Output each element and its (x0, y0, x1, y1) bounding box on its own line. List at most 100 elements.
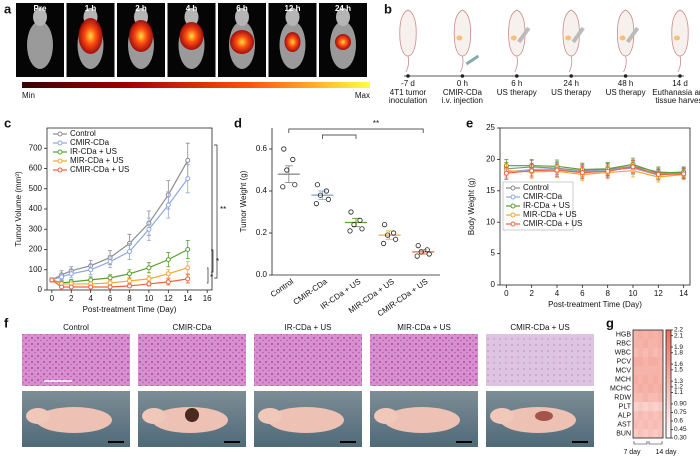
heat-cell (638, 330, 644, 340)
colorbar-max: Max (355, 91, 370, 100)
y-axis-label: Tumor Volume (mm³) (14, 171, 23, 247)
data-point (380, 240, 387, 247)
heat-cell (638, 348, 644, 358)
group-label: IR-CDa + US (285, 323, 332, 332)
legend-marker (57, 158, 63, 164)
mouse-body (671, 9, 689, 57)
colorbar-tick-label: 1.5 (674, 367, 683, 374)
data-point (426, 251, 432, 257)
heat-cell (633, 420, 639, 430)
x-tick-label: 12 (654, 289, 663, 298)
signal (129, 20, 153, 52)
heat-cell (653, 384, 659, 394)
data-point (424, 247, 430, 253)
mouse-head (33, 8, 47, 26)
timeline-dot (460, 74, 465, 78)
heat-cell (633, 375, 639, 385)
data-point (146, 226, 152, 232)
group-label: 7 day (623, 449, 641, 456)
heat-cell (648, 393, 654, 403)
x-tick-label: 14 (183, 294, 192, 303)
y-tick-label: 20 (486, 155, 495, 164)
legend-label: IR-CDa + US (70, 147, 117, 156)
time-label: 24 h (335, 4, 351, 13)
colorbar-tick-label: 0.45 (674, 426, 687, 433)
heat-cell (658, 375, 664, 385)
x-tick-label: 16 (203, 294, 212, 303)
colorbar-step (666, 384, 671, 387)
heat-cell (643, 384, 649, 394)
heat-cell (653, 411, 659, 421)
time-label: 1 h (85, 4, 97, 13)
y-tick-label: 200 (29, 245, 43, 254)
legend-marker (57, 149, 63, 155)
tumor (510, 35, 517, 41)
plot-frame (499, 127, 691, 286)
data-point (415, 243, 421, 249)
heat-cell (638, 366, 644, 376)
colorbar (22, 82, 370, 88)
data-point (88, 267, 94, 273)
significance-bracket (207, 267, 209, 284)
heat-cell (638, 411, 644, 421)
data-point (681, 171, 687, 177)
colorbar-step (666, 354, 671, 358)
legend-label: Control (70, 129, 96, 138)
colorbar-step (666, 365, 671, 369)
legend-label: CMIR-CDa + US (70, 165, 129, 174)
legend-label: CMIR-CDa (70, 138, 110, 147)
group-label: Control (63, 323, 89, 332)
y-tick-label: 0.6 (256, 144, 268, 153)
data-point (392, 236, 399, 242)
y-tick-label: 0.0 (256, 270, 268, 279)
x-tick-label: Control (269, 277, 295, 299)
mouse-photo (500, 407, 576, 433)
y-tick-label: 700 (29, 143, 43, 152)
row-label: RDW (614, 394, 631, 401)
heat-cell (658, 384, 664, 394)
heat-cell (658, 393, 664, 403)
x-axis-label: Post-treatment Time (Day) (83, 305, 177, 314)
timeline-time: 48 h (618, 79, 634, 88)
mouse-photo (268, 407, 344, 433)
panels: a b c d e f g Pre 1 h 2 h 4 h 6 h 12 h 24 h Min Max -7 d… (4, 1, 700, 455)
data-point (88, 284, 94, 290)
data-point (630, 164, 636, 170)
colorbar-step (666, 416, 671, 420)
data-point (165, 279, 171, 285)
axes (271, 128, 440, 276)
data-point (185, 276, 191, 282)
heat-cell (633, 339, 639, 349)
colorbar-step (666, 421, 671, 425)
data-point (165, 271, 171, 277)
significance: * (210, 273, 213, 282)
mouse-head (336, 8, 350, 26)
series-line (506, 167, 684, 176)
heat-cell (638, 402, 644, 412)
time-label: 4 h (186, 4, 198, 13)
x-tick-label: 6 (108, 294, 113, 303)
heatmap-frame (632, 329, 664, 439)
timeline-event: i.v. injection (442, 96, 483, 105)
data-point (59, 284, 65, 290)
y-tick-label: 400 (29, 204, 43, 213)
row-label: PLT (619, 403, 632, 410)
x-tick-label: 12 (164, 294, 173, 303)
colorbar-tick-label: 0.30 (674, 435, 687, 442)
data-point (68, 271, 74, 277)
timeline-dot (623, 74, 628, 78)
data-point (347, 228, 353, 234)
colorbar-step (666, 427, 671, 431)
data-point (529, 168, 535, 174)
x-tick-label: 2 (529, 289, 534, 298)
y-tick-label: 5 (491, 249, 496, 258)
timeline-dot (406, 74, 410, 78)
data-point (165, 202, 171, 208)
signal (78, 18, 103, 54)
timeline-time: 0 h (457, 79, 468, 88)
colorbar-frame (665, 329, 672, 439)
heat-cell (658, 420, 664, 430)
series-line (506, 163, 684, 174)
data-point (127, 278, 132, 284)
